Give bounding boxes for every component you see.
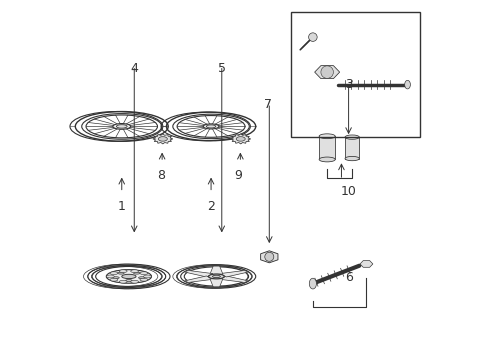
Text: 7: 7	[264, 98, 272, 111]
Text: 6: 6	[344, 271, 352, 284]
Text: 4: 4	[130, 62, 138, 75]
Ellipse shape	[110, 272, 118, 275]
Text: 5: 5	[218, 62, 226, 75]
Polygon shape	[153, 134, 173, 144]
Text: 8: 8	[157, 169, 165, 182]
Ellipse shape	[140, 278, 148, 281]
Ellipse shape	[206, 125, 216, 128]
Text: 9: 9	[234, 169, 242, 182]
Ellipse shape	[119, 280, 127, 283]
Circle shape	[321, 66, 333, 78]
Polygon shape	[231, 134, 251, 144]
Ellipse shape	[117, 125, 127, 128]
Text: 3: 3	[344, 78, 352, 91]
Ellipse shape	[144, 275, 151, 278]
Ellipse shape	[319, 134, 335, 139]
Polygon shape	[185, 276, 213, 283]
Ellipse shape	[131, 280, 139, 283]
Ellipse shape	[106, 275, 114, 278]
Ellipse shape	[140, 272, 148, 275]
Ellipse shape	[106, 270, 151, 283]
Polygon shape	[261, 251, 278, 263]
Ellipse shape	[118, 272, 124, 274]
Ellipse shape	[113, 123, 131, 129]
Text: 1: 1	[118, 200, 126, 213]
Ellipse shape	[209, 274, 224, 279]
Polygon shape	[185, 270, 213, 277]
Ellipse shape	[213, 275, 220, 278]
Ellipse shape	[345, 135, 359, 139]
Bar	[292, 12, 420, 137]
Ellipse shape	[405, 80, 411, 89]
Ellipse shape	[119, 270, 127, 273]
Polygon shape	[220, 270, 248, 277]
Polygon shape	[315, 66, 340, 78]
Polygon shape	[319, 136, 335, 159]
Ellipse shape	[113, 277, 119, 279]
Ellipse shape	[309, 278, 317, 289]
Text: 2: 2	[207, 200, 215, 213]
Polygon shape	[220, 276, 248, 283]
Ellipse shape	[319, 157, 335, 162]
Circle shape	[265, 252, 274, 261]
Ellipse shape	[122, 274, 136, 279]
Polygon shape	[210, 266, 223, 274]
Circle shape	[309, 33, 317, 41]
Polygon shape	[210, 279, 223, 287]
Ellipse shape	[203, 124, 219, 129]
Ellipse shape	[139, 277, 145, 279]
Text: 10: 10	[341, 185, 357, 198]
Polygon shape	[360, 261, 373, 267]
Ellipse shape	[134, 272, 140, 274]
Ellipse shape	[126, 280, 132, 282]
Ellipse shape	[158, 137, 168, 141]
Polygon shape	[345, 137, 359, 158]
Ellipse shape	[131, 270, 139, 273]
Ellipse shape	[345, 157, 359, 161]
Ellipse shape	[236, 137, 245, 141]
Ellipse shape	[110, 278, 118, 281]
